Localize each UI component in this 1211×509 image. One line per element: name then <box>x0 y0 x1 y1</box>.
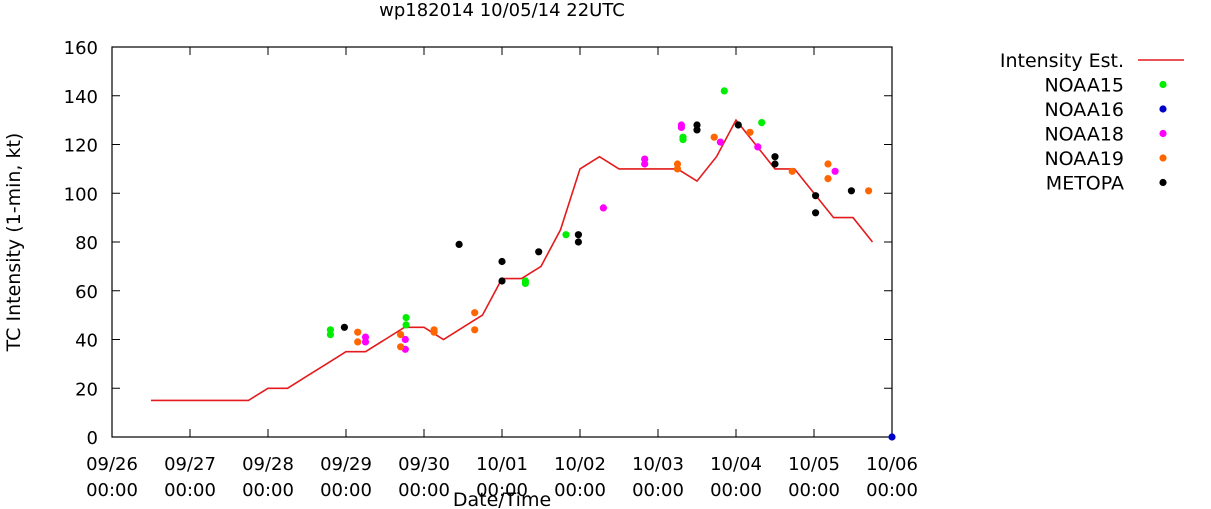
legend-swatch-noaa16 <box>1159 105 1167 113</box>
legend-swatch-metopa <box>1159 178 1167 187</box>
x-tick-date: 10/03 <box>632 454 684 475</box>
data-point-noaa19 <box>471 309 479 317</box>
y-axis-label: TC Intensity (1-min, kt) <box>3 133 25 353</box>
data-point-metopa <box>574 238 583 246</box>
data-point-metopa <box>771 160 779 168</box>
x-axis-label: Date/Time <box>453 489 551 509</box>
data-point-noaa19 <box>746 128 754 136</box>
legend-swatch-noaa15 <box>1159 80 1167 89</box>
legend-label-noaa19: NOAA19 <box>1044 148 1124 170</box>
data-point-noaa15 <box>562 231 570 239</box>
x-tick-time: 00:00 <box>632 480 684 501</box>
data-point-noaa18 <box>716 138 725 146</box>
data-point-noaa19 <box>710 133 718 141</box>
legend-label-intensity-est: Intensity Est. <box>1000 50 1124 72</box>
x-tick-date: 10/06 <box>866 454 918 475</box>
data-point-noaa18 <box>754 143 762 151</box>
data-point-noaa19 <box>430 328 438 336</box>
x-tick-time: 00:00 <box>476 480 528 501</box>
data-point-noaa15 <box>720 87 728 95</box>
series-layer <box>151 87 896 441</box>
y-tick-label: 140 <box>64 87 98 108</box>
chart-title: wp182014 10/05/14 22UTC <box>379 0 625 21</box>
data-point-metopa <box>535 248 543 256</box>
data-point-noaa18 <box>361 338 370 346</box>
data-point-noaa19 <box>788 167 796 175</box>
x-tick-time: 00:00 <box>164 480 216 501</box>
x-tick-date: 09/30 <box>398 454 450 475</box>
data-point-noaa18 <box>677 123 686 131</box>
y-tick-label: 100 <box>64 184 98 205</box>
x-tick-time: 00:00 <box>86 480 138 501</box>
data-point-metopa <box>771 153 779 161</box>
plot-area <box>111 46 893 438</box>
data-point-noaa15 <box>679 136 687 144</box>
data-point-metopa <box>734 121 742 129</box>
legend-swatch-noaa19 <box>1159 154 1167 162</box>
data-point-noaa18 <box>831 167 839 175</box>
x-tick-date: 10/04 <box>710 454 762 475</box>
data-point-noaa19 <box>471 326 479 334</box>
data-point-metopa <box>812 192 820 200</box>
legend-swatch-noaa18 <box>1159 129 1167 138</box>
data-point-metopa <box>574 231 583 239</box>
x-tick-date: 09/28 <box>242 454 294 475</box>
y-tick-label: 80 <box>75 233 98 254</box>
data-point-metopa <box>847 187 856 195</box>
y-tick-label: 0 <box>87 428 98 449</box>
data-point-metopa <box>498 257 506 266</box>
x-tick-time: 00:00 <box>320 480 372 501</box>
data-point-metopa <box>498 277 506 285</box>
data-point-metopa <box>340 323 348 331</box>
data-point-noaa16 <box>888 433 896 441</box>
data-point-metopa <box>812 209 820 217</box>
data-point-metopa <box>455 240 463 248</box>
data-point-metopa <box>693 126 701 134</box>
x-tick-time: 00:00 <box>242 480 294 501</box>
legend-label-noaa16: NOAA16 <box>1044 99 1124 121</box>
y-tick-label: 60 <box>75 282 98 303</box>
data-point-noaa19 <box>397 331 405 339</box>
data-point-noaa19 <box>354 338 362 346</box>
y-tick-label: 40 <box>75 331 98 352</box>
y-tick-label: 120 <box>64 136 98 157</box>
series-line-intensity-est <box>151 118 874 402</box>
data-point-noaa15 <box>402 314 410 322</box>
x-tick-time: 00:00 <box>710 480 762 501</box>
data-point-noaa19 <box>824 160 832 168</box>
x-tick-date: 09/26 <box>86 454 138 475</box>
y-tick-label: 20 <box>75 379 98 400</box>
legend-label-metopa: METOPA <box>1046 173 1124 195</box>
data-point-noaa15 <box>521 279 530 287</box>
x-tick-time: 00:00 <box>788 480 840 501</box>
legend-label-noaa15: NOAA15 <box>1044 75 1124 97</box>
data-point-noaa15 <box>402 321 410 329</box>
data-point-noaa15 <box>758 119 766 127</box>
x-tick-time: 00:00 <box>866 480 918 501</box>
x-tick-date: 10/05 <box>788 454 840 475</box>
x-tick-date: 09/27 <box>164 454 216 475</box>
data-point-noaa19 <box>824 175 832 183</box>
y-tick-label: 160 <box>64 38 98 59</box>
x-tick-date: 10/02 <box>554 454 606 475</box>
x-tick-time: 00:00 <box>398 480 450 501</box>
data-point-noaa19 <box>673 165 682 173</box>
x-tick-time: 00:00 <box>554 480 606 501</box>
data-point-noaa15 <box>326 331 334 339</box>
data-point-noaa19 <box>865 187 873 195</box>
data-point-noaa18 <box>401 335 409 344</box>
data-point-noaa19 <box>397 343 405 351</box>
plot-frame <box>111 46 893 438</box>
x-axis: 09/26 00:00 09/27 00:00 09/28 00:00 09/29 00:00… <box>86 47 918 501</box>
x-tick-date: 09/29 <box>320 454 372 475</box>
data-point-noaa18 <box>599 204 608 212</box>
legend-label-noaa18: NOAA18 <box>1044 124 1124 146</box>
x-tick-date: 10/01 <box>476 454 528 475</box>
y-axis: 0 20 40 60 80 100 120 140 160 <box>64 38 892 449</box>
data-point-noaa18 <box>641 160 649 168</box>
data-point-noaa19 <box>354 328 362 336</box>
